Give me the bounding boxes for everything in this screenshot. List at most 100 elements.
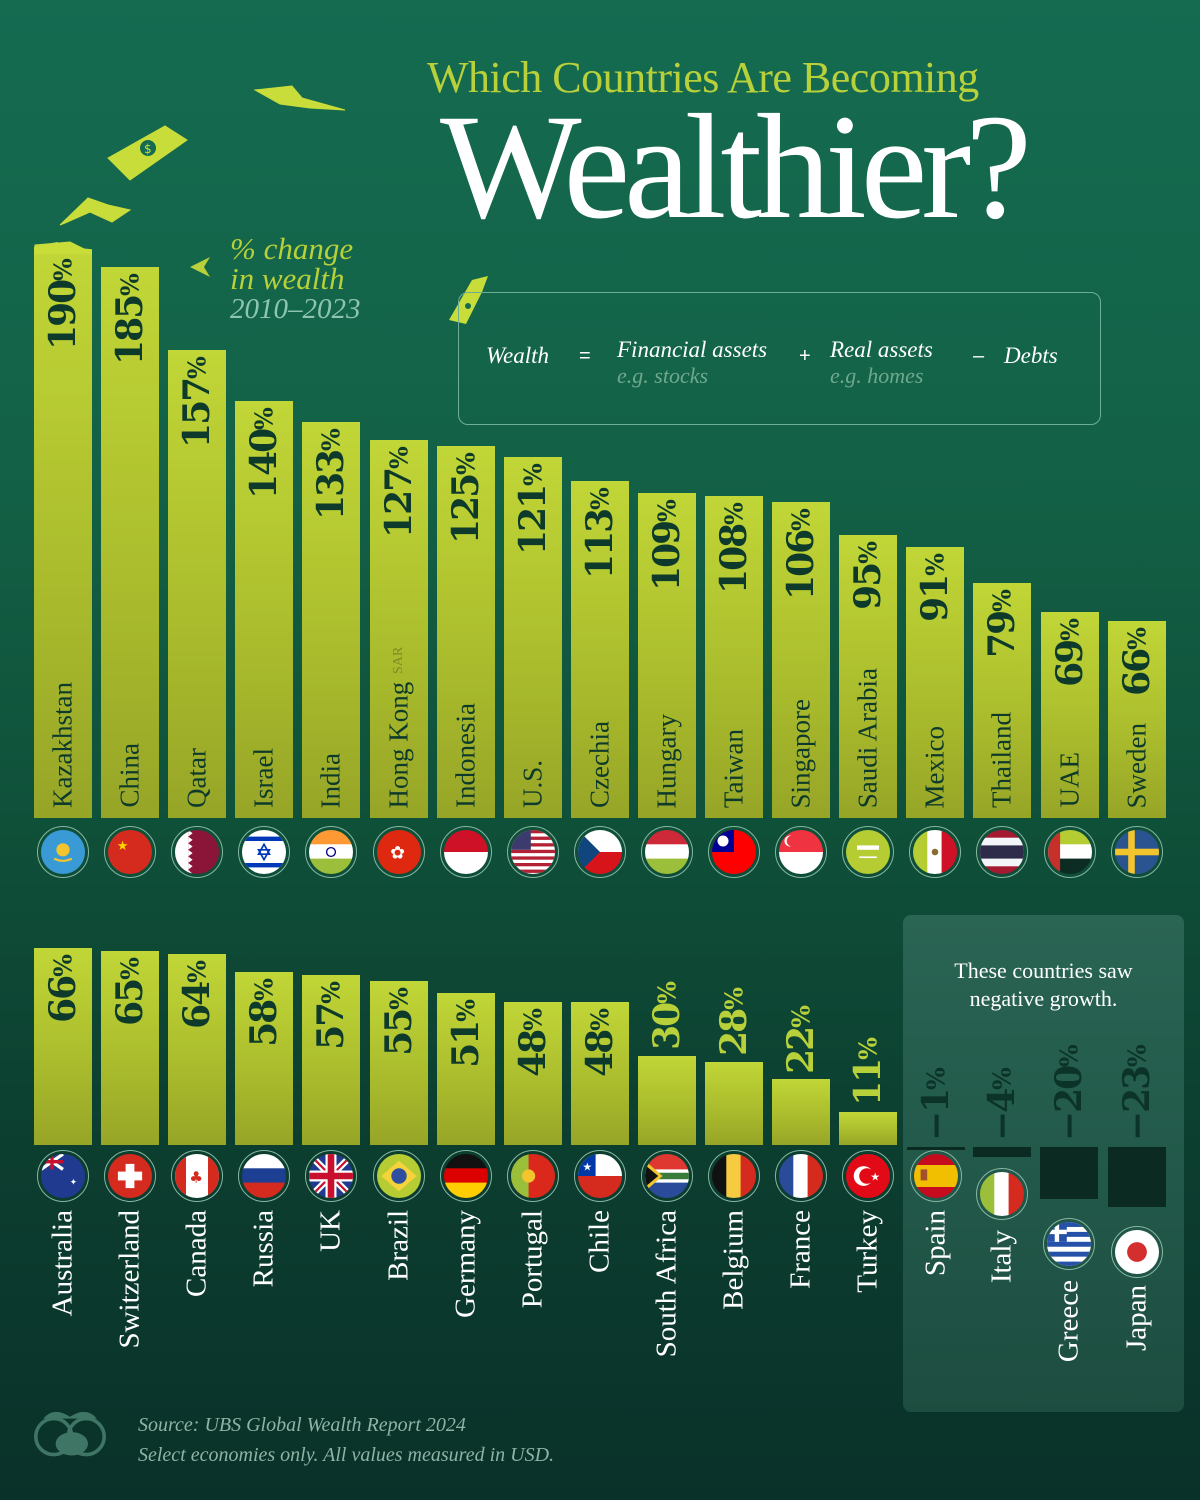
value-number: 185	[109, 295, 152, 365]
bar-value-label: −4%	[973, 1069, 1031, 1141]
bar-value-label: 133%	[302, 430, 360, 520]
bar-thailand: 79% Thailand	[973, 582, 1032, 818]
percent-sign: %	[384, 447, 413, 469]
legend-note-period: 2010–2023	[230, 293, 361, 325]
value-number: −20	[1048, 1066, 1090, 1141]
bar-country-label: Thailand	[973, 712, 1031, 808]
bar-value-label: 48%	[504, 1010, 562, 1077]
bar-value-label: 66%	[1108, 629, 1166, 696]
negative-title-line1: These countries saw	[954, 958, 1133, 983]
value-number: 106	[780, 530, 823, 601]
percent-sign: %	[1122, 629, 1152, 651]
bar-country-label: Hong Kong SAR	[370, 647, 428, 808]
formula-wealth: Wealth	[486, 343, 550, 368]
bar-country-label: India	[302, 753, 360, 808]
svg-text:★: ★	[582, 1161, 592, 1174]
flag-us-icon	[506, 826, 559, 878]
percent-sign: %	[1054, 1045, 1084, 1067]
bar-value-label: 30%	[638, 983, 696, 1050]
formula-minus: –	[973, 345, 985, 367]
flag-italy-icon	[976, 1168, 1028, 1220]
percent-sign: %	[719, 988, 749, 1010]
value-number: 121	[511, 486, 554, 556]
flag-israel-icon	[238, 826, 291, 878]
bar-value-label: 69%	[1041, 620, 1099, 687]
bar-hong-kong: 127% Hong Kong SAR	[369, 439, 428, 818]
bar-taiwan: 108% Taiwan	[705, 496, 763, 818]
value-number: 157	[176, 378, 219, 449]
bar-israel: 140% Israel	[235, 400, 294, 818]
bar-saudi-arabia: 95% Saudi Arabia	[839, 534, 898, 818]
country-label: France	[784, 1210, 817, 1289]
svg-text:$: $	[144, 142, 152, 156]
percent-sign: %	[652, 501, 682, 522]
bar-value-label: 157%	[168, 358, 226, 448]
flag-indonesia-icon	[439, 826, 492, 878]
percent-sign: %	[585, 489, 615, 511]
bar-country-label: Sweden	[1108, 723, 1166, 808]
bar-belgium	[705, 1061, 763, 1145]
flag-australia-icon: ✦	[37, 1150, 89, 1202]
flying-money-icon: $	[34, 85, 346, 255]
value-number: 125	[444, 474, 487, 544]
flag-japan-icon	[1111, 1226, 1163, 1278]
bar-indonesia: 125% Indonesia	[436, 445, 495, 818]
formula-financial-example: e.g. stocks	[617, 363, 709, 388]
percent-sign: %	[115, 274, 145, 296]
value-number: −1	[915, 1089, 957, 1141]
bar-country-label: Mexico	[906, 726, 964, 808]
flag-india-icon	[305, 826, 358, 878]
bar-value-label: 79%	[973, 591, 1031, 658]
country-name: Hong Kong	[383, 681, 413, 808]
country-name: Singapore	[785, 698, 816, 808]
bar-value-label: −23%	[1108, 1046, 1166, 1141]
value-number: 69	[1048, 641, 1091, 688]
value-number: 11	[847, 1060, 890, 1107]
flag-uae-icon	[1043, 826, 1096, 878]
value-number: 109	[645, 521, 688, 592]
flag-russia-icon	[238, 1150, 291, 1202]
flag-portugal-icon	[506, 1150, 559, 1202]
bar-china: 185% China	[101, 266, 160, 818]
percent-sign: %	[786, 1006, 816, 1028]
country-name: Sweden	[1121, 722, 1152, 808]
percent-sign: %	[921, 1068, 951, 1090]
country-name: India	[315, 752, 346, 808]
flag-qatar-icon	[171, 826, 224, 878]
percent-sign: %	[182, 962, 212, 984]
formula-plus: +	[799, 345, 811, 367]
wealth-formula-box: Wealth = Financial assets e.g. stocks + …	[458, 292, 1101, 425]
country-label: Italy	[985, 1230, 1018, 1284]
flag-chile-icon: ★	[573, 1150, 626, 1202]
value-number: 48	[578, 1030, 621, 1077]
bar-value-label: 11%	[839, 1039, 897, 1106]
bar-canada: 64%	[168, 954, 227, 1145]
bar-uk: 57%	[302, 975, 361, 1145]
bar-france	[772, 1079, 831, 1145]
percent-sign: %	[316, 983, 346, 1004]
bar-value-label: 28%	[705, 989, 763, 1056]
bar-value-label: 91%	[906, 555, 964, 622]
binoculars-piggybank-logo-icon	[34, 1411, 106, 1457]
country-name: Israel	[248, 748, 279, 808]
value-number: 48	[511, 1030, 554, 1077]
bar-country-label: China	[101, 743, 159, 808]
percent-sign: %	[585, 1009, 615, 1031]
value-number: 22	[780, 1027, 823, 1074]
percent-sign: %	[115, 959, 145, 981]
bar-country-label: Israel	[235, 748, 293, 808]
country-label: Russia	[247, 1210, 280, 1288]
percent-sign: %	[384, 989, 413, 1010]
bar-value-label: 48%	[571, 1010, 629, 1077]
bar-country-label: Taiwan	[705, 729, 763, 808]
arrow-left-icon	[190, 257, 210, 277]
bar-country-label: Indonesia	[437, 703, 495, 808]
formula-equals: =	[579, 345, 591, 367]
flag-thailand-icon	[976, 826, 1029, 878]
svg-text:★: ★	[117, 839, 129, 854]
value-number: 30	[645, 1003, 688, 1050]
formula-debts: Debts	[1004, 343, 1058, 368]
bar-country-label: UAE	[1041, 752, 1099, 808]
flag-taiwan-icon	[708, 826, 760, 878]
bar-value-label: 65%	[101, 959, 159, 1026]
